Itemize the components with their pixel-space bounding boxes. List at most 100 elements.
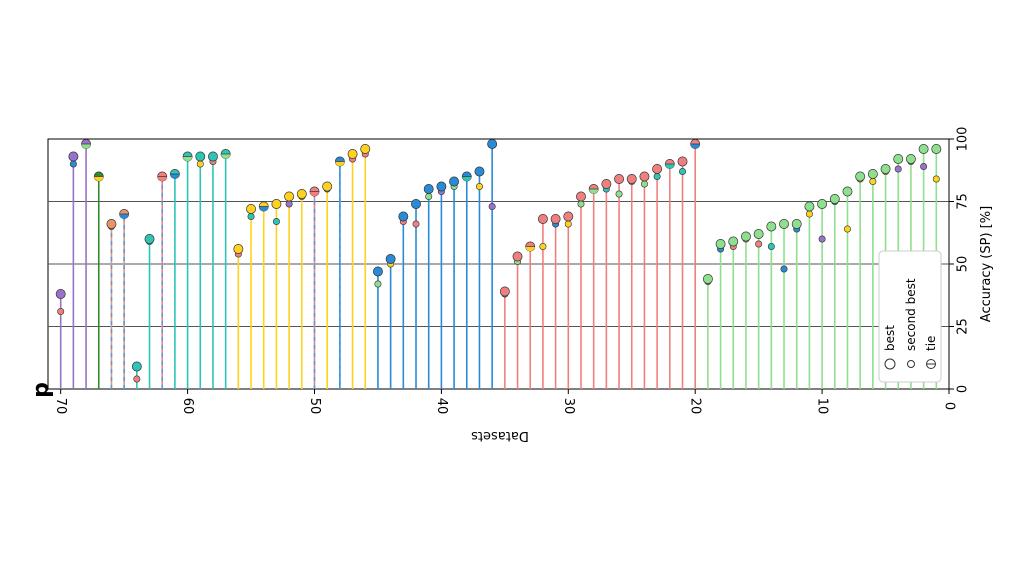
second-marker-dataset-59 — [196, 160, 204, 168]
best-marker-dataset-32 — [537, 214, 548, 224]
second-marker-dataset-24 — [640, 180, 648, 188]
best-marker-dataset-69 — [68, 151, 79, 162]
second-marker-dataset-8 — [843, 225, 851, 233]
best-marker-dataset-15 — [753, 229, 764, 239]
panel-letter: d — [30, 382, 55, 398]
tie-half-dataset-57 — [221, 154, 231, 159]
best-marker-dataset-46 — [360, 144, 371, 154]
best-marker-dataset-43 — [398, 211, 409, 222]
best-marker-dataset-24 — [639, 171, 650, 182]
second-marker-dataset-10 — [818, 235, 826, 243]
second-marker-dataset-37 — [475, 183, 483, 191]
best-marker-dataset-66 — [106, 219, 117, 229]
y-tick-label: 75 — [956, 193, 971, 210]
best-marker-dataset-63 — [144, 234, 155, 244]
second-marker-dataset-26 — [615, 190, 623, 198]
best-marker-dataset-26 — [614, 174, 625, 184]
best-marker-dataset-52 — [284, 191, 295, 202]
second-marker-dataset-29 — [577, 200, 585, 208]
tie-half-dataset-65 — [119, 214, 129, 219]
legend-best-marker — [884, 358, 896, 370]
x-axis-label: Datasets — [471, 428, 529, 443]
tie-half-dataset-62 — [157, 176, 167, 182]
best-marker-dataset-36 — [487, 139, 498, 149]
tie-half-dataset-48 — [335, 161, 345, 167]
second-marker-dataset-11 — [805, 210, 813, 218]
best-marker-dataset-53 — [271, 199, 282, 209]
tie-half-dataset-22 — [665, 164, 675, 169]
second-marker-dataset-36 — [488, 203, 496, 211]
second-marker-dataset-13 — [780, 265, 788, 273]
second-marker-dataset-21 — [679, 168, 687, 176]
best-marker-dataset-49 — [322, 181, 333, 192]
best-marker-dataset-17 — [728, 236, 739, 247]
legend-best-label: best — [883, 325, 897, 351]
best-marker-dataset-41 — [423, 184, 434, 194]
second-marker-dataset-4 — [894, 165, 902, 173]
accuracy-axis: 0 25 50 75 100 — [949, 127, 971, 393]
second-marker-dataset-64 — [133, 375, 141, 383]
best-marker-dataset-23 — [652, 164, 663, 174]
best-marker-dataset-13 — [779, 219, 789, 229]
second-marker-dataset-69 — [69, 160, 77, 168]
legend-box — [878, 250, 942, 383]
best-marker-dataset-3 — [905, 154, 916, 164]
best-marker-dataset-44 — [385, 254, 396, 264]
tie-half-dataset-67 — [94, 176, 104, 182]
best-marker-dataset-1 — [931, 144, 942, 154]
best-marker-dataset-19 — [702, 274, 713, 284]
best-marker-dataset-5 — [880, 164, 891, 174]
best-marker-dataset-34 — [512, 251, 523, 262]
second-marker-dataset-14 — [767, 243, 775, 251]
legend-tie-marker — [926, 359, 936, 369]
legend-second-label: second best — [904, 278, 918, 351]
best-marker-dataset-12 — [791, 219, 802, 229]
x-tick-label: 50 — [307, 398, 322, 415]
best-marker-dataset-47 — [347, 149, 358, 159]
x-tick-label: 70 — [53, 398, 68, 415]
tie-half-dataset-38 — [462, 176, 472, 182]
tie-half-dataset-33 — [525, 246, 535, 252]
second-marker-dataset-45 — [374, 280, 382, 288]
y-tick-label: 0 — [956, 385, 971, 393]
second-marker-dataset-42 — [412, 220, 420, 228]
best-marker-dataset-7 — [855, 171, 866, 182]
best-marker-dataset-40 — [436, 181, 447, 192]
dataset-axis: 0 10 20 30 40 50 60 70 — [53, 389, 957, 415]
best-marker-dataset-27 — [601, 179, 612, 189]
second-marker-dataset-23 — [653, 173, 661, 181]
best-marker-dataset-21 — [677, 156, 688, 167]
best-marker-dataset-37 — [474, 166, 485, 177]
second-marker-dataset-52 — [285, 200, 293, 208]
best-marker-dataset-70 — [55, 289, 66, 299]
second-marker-dataset-30 — [564, 220, 572, 228]
second-marker-dataset-41 — [425, 193, 433, 201]
best-marker-dataset-4 — [893, 154, 904, 164]
tie-half-dataset-50 — [309, 191, 320, 197]
y-tick-label: 25 — [956, 318, 971, 335]
second-marker-dataset-70 — [57, 307, 65, 315]
x-tick-label: 40 — [434, 398, 449, 415]
tie-half-dataset-61 — [170, 174, 180, 179]
tie-half-dataset-54 — [259, 206, 269, 212]
best-marker-dataset-51 — [296, 189, 307, 199]
best-marker-dataset-31 — [550, 214, 561, 224]
second-marker-dataset-2 — [920, 163, 928, 171]
best-marker-dataset-29 — [576, 191, 586, 202]
best-marker-dataset-14 — [766, 221, 777, 232]
second-marker-dataset-32 — [539, 243, 547, 251]
tie-half-dataset-68 — [81, 144, 91, 149]
best-marker-dataset-58 — [208, 151, 218, 162]
second-marker-dataset-15 — [755, 240, 763, 248]
y-tick-label: 50 — [956, 256, 971, 273]
second-marker-dataset-55 — [247, 213, 255, 221]
best-marker-dataset-35 — [499, 286, 510, 297]
tie-half-dataset-20 — [690, 144, 700, 149]
best-marker-dataset-6 — [867, 169, 878, 179]
best-marker-dataset-11 — [804, 201, 815, 212]
best-marker-dataset-55 — [246, 204, 256, 214]
best-marker-dataset-18 — [715, 239, 726, 249]
best-marker-dataset-39 — [449, 176, 460, 187]
second-marker-dataset-1 — [932, 175, 940, 183]
